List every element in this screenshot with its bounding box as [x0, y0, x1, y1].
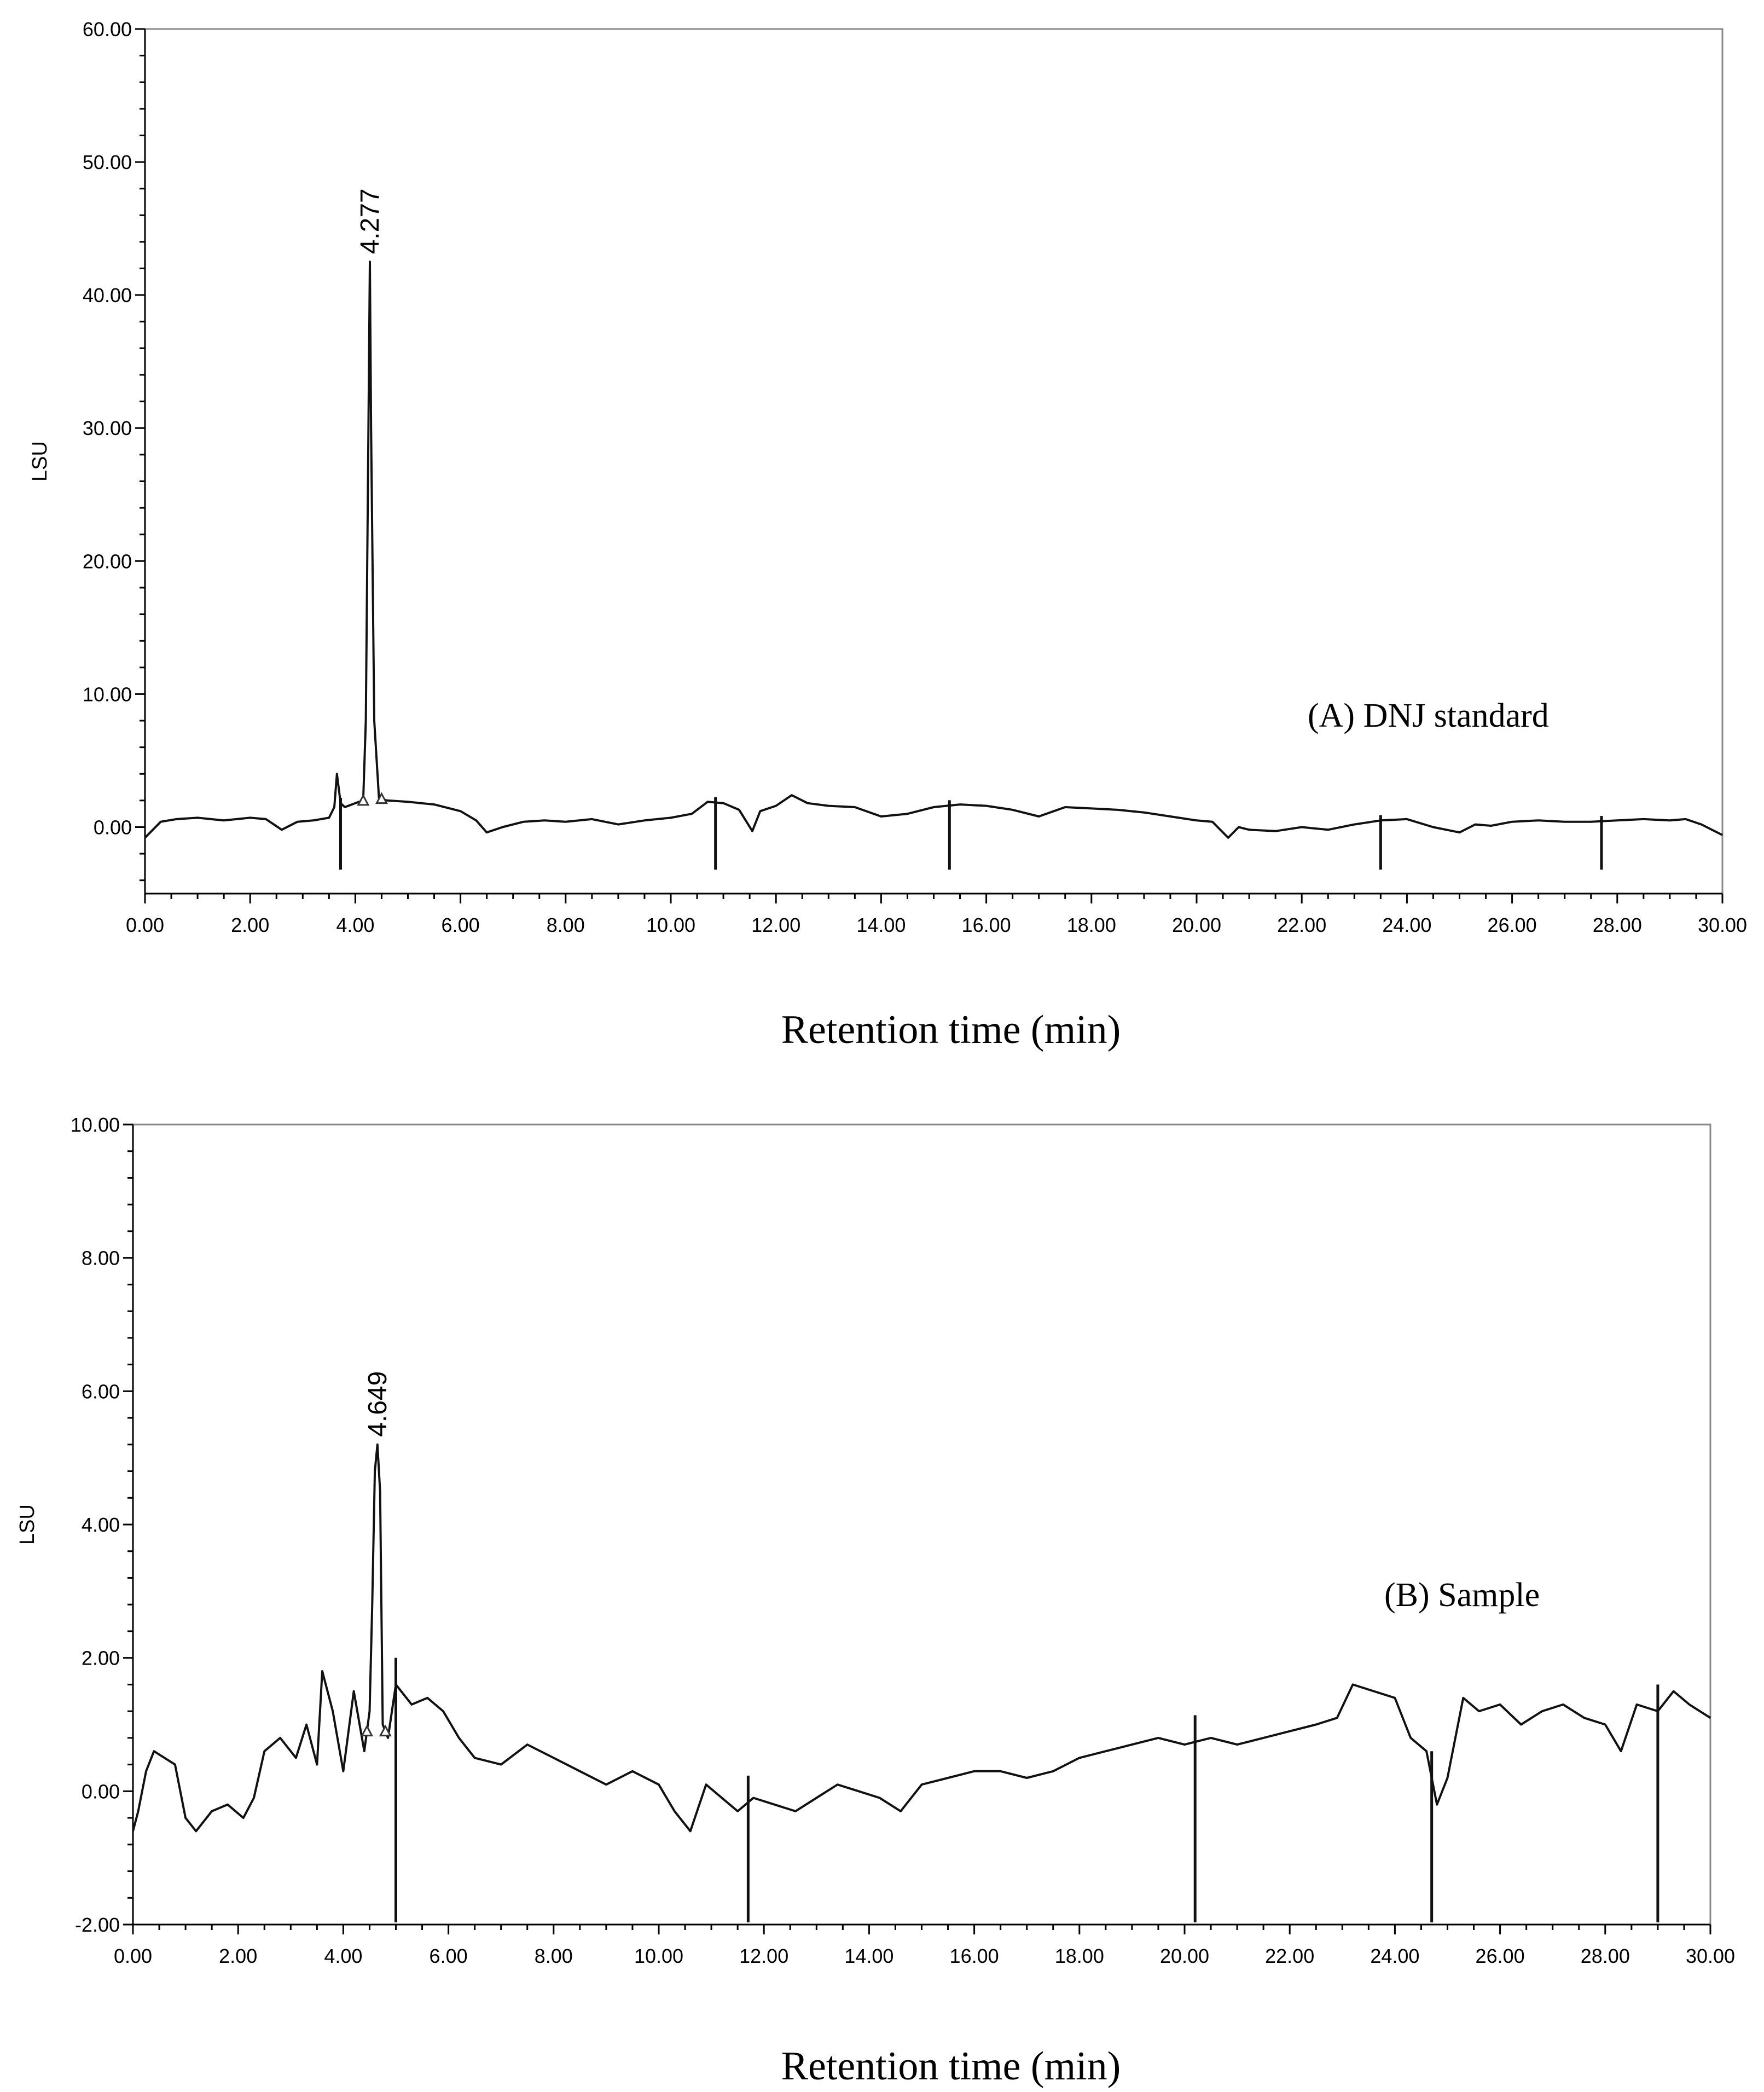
panel-caption-b: (B) Sample — [1384, 1577, 1540, 1614]
x-tick-label: 6.00 — [442, 914, 480, 936]
x-tick-label: 12.00 — [739, 1945, 788, 1967]
x-tick-label: 2.00 — [231, 914, 269, 936]
x-tick-label: 0.00 — [126, 914, 164, 936]
baseline-marker — [361, 1724, 374, 1737]
x-tick-label: 16.00 — [962, 914, 1011, 936]
event-markers-a — [339, 797, 1603, 870]
y-tick-label: 10.00 — [71, 1114, 120, 1136]
x-tick-label: 24.00 — [1382, 914, 1431, 936]
peak-label-a: 4.277 — [356, 188, 385, 254]
y-axis-label-a: LSU — [28, 441, 51, 482]
chromatogram-trace-b — [132, 1443, 1711, 1833]
y-tick-label: 2.00 — [82, 1647, 120, 1670]
x-tick-label: 22.00 — [1277, 914, 1326, 936]
x-tick-label: 28.00 — [1593, 914, 1642, 936]
y-tick-label: -2.00 — [75, 1914, 120, 1936]
baseline-markers-b — [361, 1724, 392, 1737]
y-tick-label: 8.00 — [82, 1247, 120, 1270]
event-markers-b — [394, 1658, 1659, 1922]
x-tick-label: 18.00 — [1067, 914, 1116, 936]
y-tick-label: 30.00 — [83, 417, 132, 439]
chart-panel-a: 0.00 2.00 4.00 6.00 8.00 10.00 12.00 14.00 16.00… — [28, 18, 1747, 1052]
x-tick-label: 26.00 — [1488, 914, 1537, 936]
x-tick-label: 30.00 — [1686, 1945, 1735, 1967]
x-tick-label: 10.00 — [634, 1945, 683, 1967]
x-tick-label: 10.00 — [646, 914, 695, 936]
x-tick-label: 16.00 — [950, 1945, 999, 1967]
plot-frame-a — [144, 28, 1724, 895]
baseline-markers-a — [357, 792, 388, 806]
axis-ticks-a — [135, 28, 1724, 903]
baseline-marker — [357, 793, 370, 806]
axis-ticks-b — [123, 1123, 1711, 1934]
x-tick-label: 22.00 — [1265, 1945, 1314, 1967]
y-tick-labels-a: 0.00 10.00 20.00 30.00 40.00 50.00 60.00 — [83, 18, 132, 838]
x-axis-label-b: Retention time (min) — [781, 2044, 1121, 2089]
panel-caption-a: (A) DNJ standard — [1308, 697, 1549, 734]
y-tick-label: 50.00 — [83, 151, 132, 173]
y-tick-label: 6.00 — [82, 1380, 120, 1403]
baseline-marker — [375, 792, 388, 804]
x-tick-label: 20.00 — [1172, 914, 1221, 936]
x-tick-label: 20.00 — [1160, 1945, 1209, 1967]
x-tick-label: 12.00 — [751, 914, 800, 936]
chromatogram-trace-a — [144, 260, 1723, 839]
x-tick-label: 8.00 — [535, 1945, 573, 1967]
x-tick-label: 28.00 — [1581, 1945, 1630, 1967]
y-tick-labels-b: -2.00 0.00 2.00 4.00 6.00 8.00 10.00 — [71, 1114, 120, 1936]
x-tick-labels-b: 0.00 2.00 4.00 6.00 8.00 10.00 12.00 14.00 16.00… — [114, 1945, 1735, 1967]
x-tick-label: 2.00 — [219, 1945, 257, 1967]
y-tick-label: 0.00 — [82, 1780, 120, 1803]
x-tick-label: 14.00 — [844, 1945, 893, 1967]
x-tick-label: 0.00 — [114, 1945, 152, 1967]
peak-label-b: 4.649 — [363, 1371, 392, 1437]
plot-frame-b — [132, 1123, 1711, 1926]
x-tick-labels-a: 0.00 2.00 4.00 6.00 8.00 10.00 12.00 14.00 16.00… — [126, 914, 1747, 936]
x-tick-label: 4.00 — [324, 1945, 362, 1967]
x-tick-label: 6.00 — [430, 1945, 468, 1967]
y-tick-label: 10.00 — [83, 683, 132, 705]
x-tick-label: 24.00 — [1370, 1945, 1419, 1967]
y-tick-label: 20.00 — [83, 550, 132, 572]
y-tick-label: 40.00 — [83, 284, 132, 306]
y-tick-label: 4.00 — [82, 1514, 120, 1536]
chart-panel-b: 0.00 2.00 4.00 6.00 8.00 10.00 12.00 14.00 16.00… — [16, 1114, 1735, 2089]
x-tick-label: 8.00 — [547, 914, 585, 936]
y-axis-label-b: LSU — [16, 1504, 39, 1545]
x-tick-label: 14.00 — [856, 914, 906, 936]
y-tick-label: 0.00 — [94, 816, 132, 838]
x-tick-label: 18.00 — [1055, 1945, 1104, 1967]
baseline-marker — [379, 1724, 392, 1737]
x-tick-label: 4.00 — [336, 914, 374, 936]
y-tick-label: 60.00 — [83, 18, 132, 40]
x-axis-label-a: Retention time (min) — [781, 1007, 1121, 1052]
x-tick-label: 26.00 — [1476, 1945, 1525, 1967]
x-tick-label: 30.00 — [1698, 914, 1747, 936]
